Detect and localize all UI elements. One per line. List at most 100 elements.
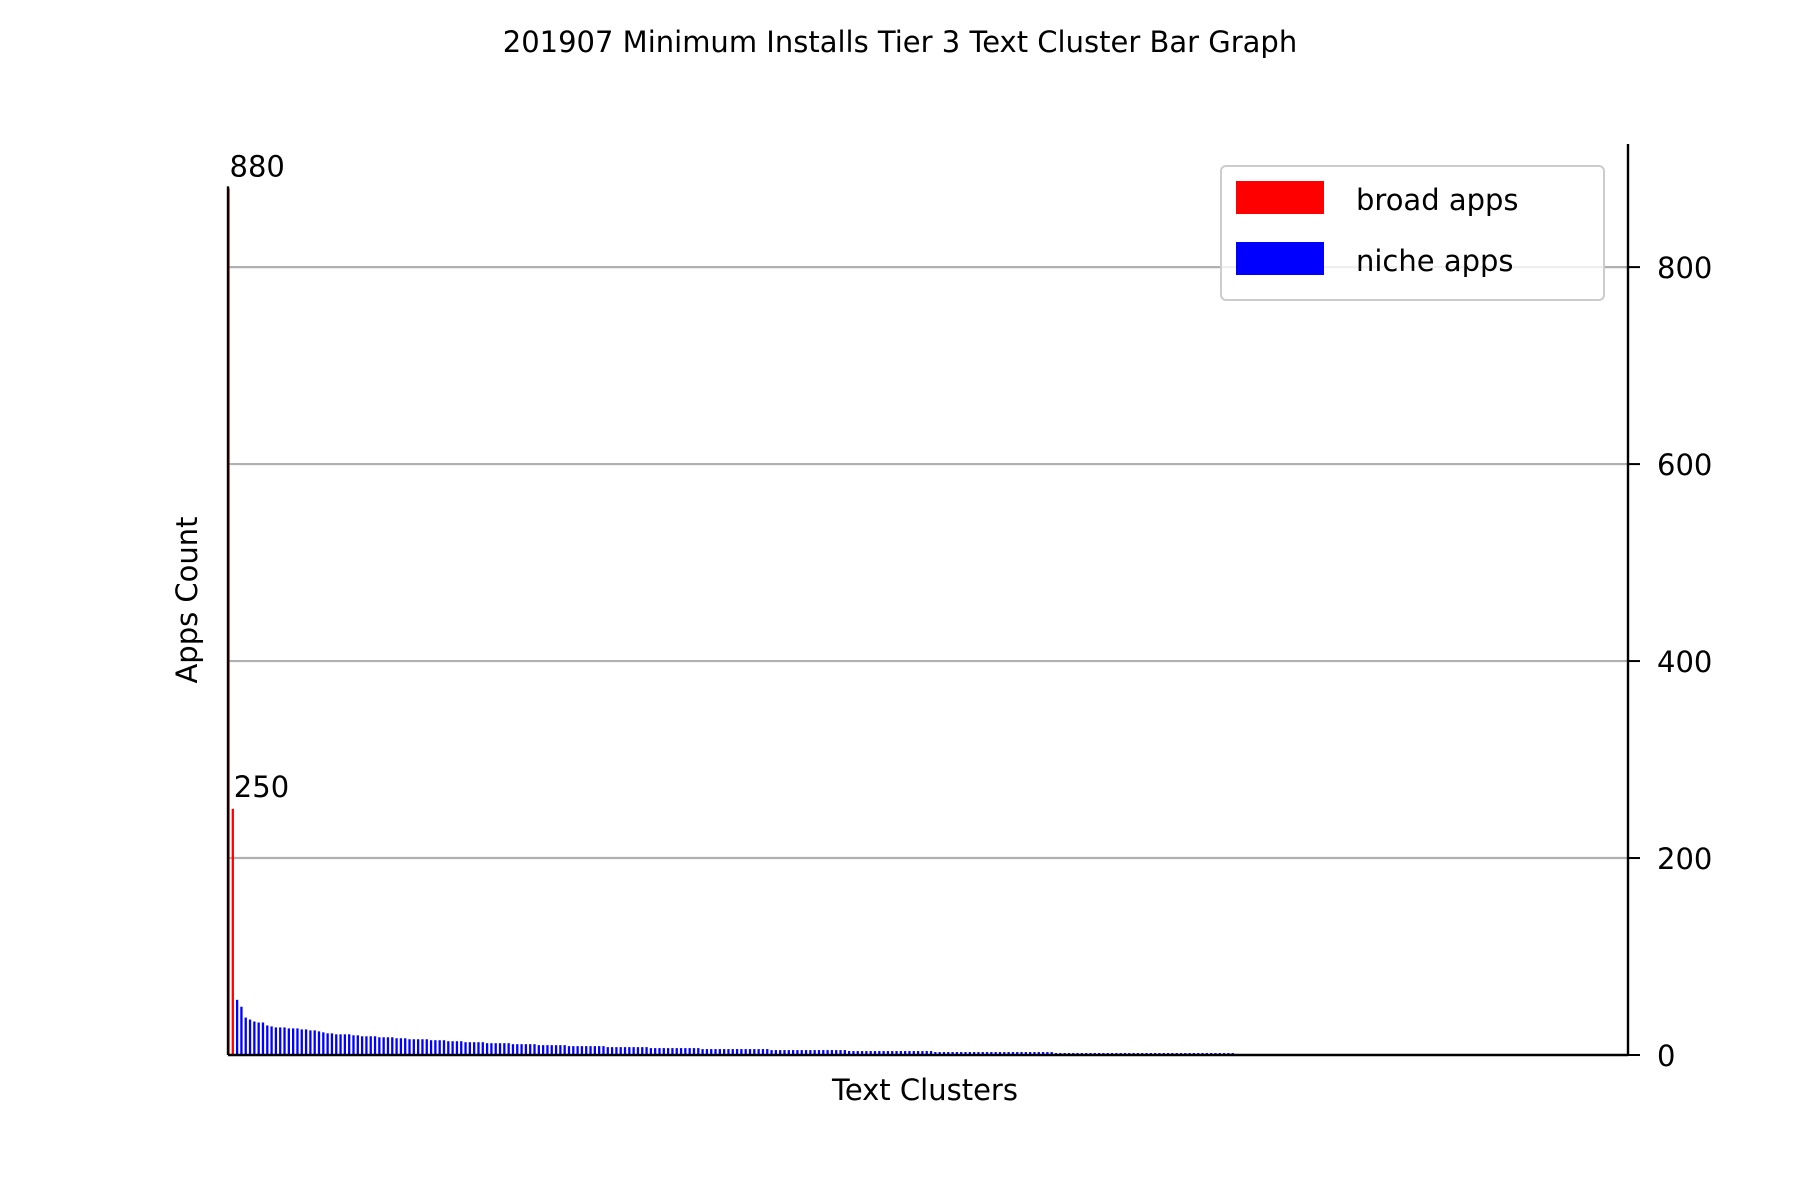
bar-broad-apps (231, 808, 234, 1055)
bar-niche-apps (882, 1051, 885, 1055)
bar-niche-apps (714, 1049, 717, 1055)
bar-niche-apps (563, 1045, 566, 1055)
bar-niche-apps (791, 1050, 795, 1055)
bar-niche-apps (809, 1050, 812, 1055)
bar-niche-apps (266, 1025, 269, 1055)
bar-niche-apps (1029, 1052, 1032, 1055)
bar-niche-apps (421, 1039, 424, 1055)
bar-niche-apps (438, 1040, 441, 1055)
bar-niche-apps (1011, 1052, 1015, 1055)
bar-niche-apps (253, 1021, 256, 1055)
bar-niche-apps (261, 1022, 265, 1055)
bar-niche-apps (740, 1049, 743, 1055)
bar-niche-apps (270, 1026, 273, 1055)
bar-niche-apps (378, 1037, 381, 1055)
bar-niche-apps (718, 1049, 721, 1055)
bar-niche-apps (425, 1039, 428, 1055)
legend: broad apps niche apps (1220, 165, 1605, 301)
bar-niche-apps (856, 1051, 859, 1055)
bar-niche-apps (731, 1049, 734, 1055)
bar-niche-apps (912, 1051, 915, 1055)
bar-niche-apps (369, 1036, 372, 1055)
bar-niche-apps (904, 1051, 907, 1055)
bars (227, 188, 1489, 1056)
bar-niche-apps (524, 1044, 528, 1055)
bar-niche-apps (1046, 1052, 1049, 1055)
bar-niche-apps (503, 1043, 506, 1055)
bar-niche-apps (533, 1044, 536, 1055)
bar-niche-apps (434, 1040, 437, 1055)
bar-niche-apps (235, 999, 239, 1055)
bar-niche-apps (1037, 1052, 1040, 1055)
bar-niche-apps (447, 1041, 450, 1055)
bar-niche-apps (416, 1039, 420, 1055)
bar-niche-apps (382, 1037, 385, 1055)
bar-niche-apps (481, 1042, 484, 1055)
bar-niche-apps (636, 1047, 640, 1055)
data-label: 880 (230, 149, 285, 183)
bar-niche-apps (455, 1041, 459, 1055)
bar-niche-apps (727, 1049, 730, 1055)
bar-niche-apps (942, 1052, 946, 1055)
legend-label-broad-apps: broad apps (1356, 183, 1519, 217)
bar-niche-apps (507, 1043, 510, 1055)
legend-swatch-broad-apps (1236, 181, 1324, 214)
bar-niche-apps (576, 1046, 579, 1055)
bar-niche-apps (692, 1048, 696, 1055)
bar-niche-apps (322, 1032, 325, 1055)
y-tick-label: 400 (1657, 645, 1712, 679)
bar-niche-apps (529, 1044, 532, 1055)
bar-niche-apps (666, 1048, 670, 1055)
bar-niche-apps (330, 1033, 334, 1055)
bar-niche-apps (757, 1049, 760, 1055)
bar-niche-apps (847, 1051, 851, 1055)
bar-niche-apps (947, 1052, 950, 1055)
bar-niche-apps (735, 1049, 739, 1055)
bar-niche-apps (908, 1051, 911, 1055)
bar-niche-apps (391, 1037, 394, 1055)
bar-niche-apps (550, 1045, 553, 1055)
bar-niche-apps (899, 1051, 903, 1055)
bar-niche-apps (292, 1028, 295, 1055)
y-tick-label: 0 (1657, 1039, 1675, 1073)
bar-niche-apps (460, 1041, 463, 1055)
y-axis-label: Apps Count (170, 516, 204, 683)
bar-niche-apps (326, 1033, 329, 1055)
bar-niche-apps (248, 1019, 252, 1055)
bar-niche-apps (779, 1050, 782, 1055)
bar-niche-apps (1033, 1052, 1036, 1055)
axes (226, 144, 1630, 1057)
chart-title: 201907 Minimum Installs Tier 3 Text Clus… (503, 25, 1297, 59)
bar-niche-apps (783, 1050, 786, 1055)
bar-niche-apps (873, 1051, 877, 1055)
x-axis-label: Text Clusters (831, 1073, 1018, 1107)
bar-niche-apps (878, 1051, 881, 1055)
bar-niche-apps (283, 1027, 286, 1055)
bar-niche-apps (343, 1034, 347, 1055)
bar-niche-apps (244, 1017, 247, 1055)
bar-niche-apps (985, 1052, 989, 1055)
bar-niche-apps (373, 1036, 377, 1055)
bar-niche-apps (951, 1052, 954, 1055)
y-tick-label: 800 (1657, 251, 1712, 285)
bar-niche-apps (723, 1049, 726, 1055)
bar-niche-apps (598, 1046, 601, 1055)
bar-niche-apps (395, 1038, 398, 1055)
bar-niche-apps (360, 1036, 364, 1055)
bar-niche-apps (701, 1049, 704, 1055)
bar-niche-apps (968, 1052, 971, 1055)
bar-niche-apps (964, 1052, 967, 1055)
bar-niche-apps (610, 1047, 614, 1055)
y-tick-label: 600 (1657, 448, 1712, 482)
bar-niche-apps (296, 1028, 299, 1055)
bar-niche-apps (822, 1050, 825, 1055)
bar-niche-apps (606, 1047, 609, 1055)
bar-niche-apps (279, 1027, 282, 1055)
bar-niche-apps (826, 1050, 829, 1055)
bar-niche-apps (654, 1048, 657, 1055)
bar-niche-apps (886, 1051, 890, 1055)
bar-niche-apps (485, 1043, 489, 1055)
bar-niche-apps (761, 1049, 765, 1055)
bar-niche-apps (1016, 1052, 1019, 1055)
bar-niche-apps (921, 1051, 924, 1055)
